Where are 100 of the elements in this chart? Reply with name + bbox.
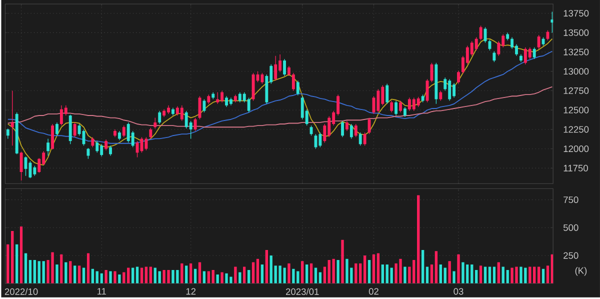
x-tick-label: 02 — [368, 288, 378, 295]
bar — [430, 264, 434, 284]
bar — [434, 250, 438, 284]
x-tick-label: 12 — [186, 288, 196, 294]
bar — [189, 263, 192, 284]
bar — [220, 272, 224, 284]
bar — [546, 265, 550, 284]
bar — [265, 250, 268, 284]
bar — [212, 270, 214, 284]
candlestick — [390, 100, 394, 113]
candlestick — [274, 55, 278, 81]
bar — [462, 262, 464, 284]
bar — [341, 240, 344, 284]
candlestick — [28, 160, 32, 178]
x-tick-label: 2022/10 — [4, 288, 38, 295]
bar — [292, 268, 295, 284]
candlestick — [20, 151, 23, 181]
candlestick — [247, 97, 250, 113]
bar — [234, 266, 237, 284]
candlestick — [404, 106, 406, 118]
bar — [194, 268, 197, 284]
candlestick — [528, 46, 532, 60]
bar — [372, 254, 376, 284]
y-tick-label: 500 — [563, 224, 578, 231]
candlestick — [194, 117, 197, 132]
bar — [15, 244, 18, 284]
bar — [78, 265, 81, 284]
candlestick — [56, 122, 58, 136]
candlestick — [149, 127, 152, 139]
bar — [404, 266, 406, 284]
bar — [172, 270, 174, 284]
bar — [42, 260, 45, 284]
candlestick — [202, 98, 206, 113]
bar — [216, 274, 219, 284]
candlestick — [457, 70, 460, 84]
bar — [51, 252, 54, 284]
candlestick — [358, 132, 362, 146]
bar — [256, 258, 260, 284]
bar — [11, 230, 14, 284]
bar — [180, 263, 184, 284]
candlestick — [474, 36, 478, 51]
bar — [354, 263, 358, 284]
bar — [104, 270, 108, 284]
candlestick — [376, 88, 380, 113]
y-tick-label: 13500 — [564, 29, 589, 36]
y-tick-label: 12500 — [564, 106, 589, 114]
bar — [310, 263, 313, 284]
candlestick — [479, 25, 482, 41]
candlestick — [492, 50, 496, 62]
x-tick-label: 03 — [454, 288, 464, 295]
bar — [417, 195, 420, 284]
bar — [154, 268, 156, 284]
bar — [149, 266, 152, 284]
bar — [426, 266, 429, 284]
candlestick — [96, 140, 99, 153]
bar — [283, 268, 286, 284]
bar — [470, 264, 474, 284]
bar — [56, 264, 58, 284]
candlestick — [104, 138, 108, 150]
bar — [69, 260, 72, 284]
bar — [381, 264, 384, 284]
bar — [91, 268, 94, 284]
candlestick — [394, 100, 398, 116]
bar — [444, 268, 446, 284]
bar — [368, 260, 371, 284]
candlestick — [550, 11, 554, 33]
y-tick-label: 11750 — [564, 164, 588, 172]
bar — [144, 266, 148, 284]
candlestick — [399, 100, 402, 113]
bar — [20, 226, 23, 284]
bar — [314, 268, 318, 284]
y-tick-label: 750 — [564, 196, 578, 203]
candlestick — [46, 138, 50, 156]
bar — [118, 274, 121, 284]
candlestick — [363, 132, 366, 146]
candlestick — [10, 90, 14, 146]
y-axis-title: (K) — [575, 266, 587, 276]
bar — [305, 264, 308, 284]
bar — [6, 244, 10, 284]
bar — [243, 266, 246, 284]
candlestick — [158, 110, 162, 124]
candlestick — [144, 136, 148, 150]
bar — [323, 266, 326, 284]
bar — [46, 260, 50, 284]
bar — [528, 266, 532, 284]
candlestick — [341, 120, 344, 138]
candlestick — [118, 130, 121, 140]
candlestick — [532, 46, 536, 60]
bar — [475, 270, 478, 284]
candlestick — [386, 83, 389, 104]
y-tick-label: 13000 — [564, 68, 589, 74]
bar — [502, 266, 504, 284]
candlestick — [350, 123, 353, 139]
bar — [492, 266, 496, 284]
y-tick-label: 13250 — [564, 48, 589, 56]
candlestick — [109, 145, 112, 156]
bar — [64, 262, 68, 284]
candlestick — [260, 72, 264, 84]
bar — [359, 263, 362, 284]
candlestick — [154, 117, 157, 129]
